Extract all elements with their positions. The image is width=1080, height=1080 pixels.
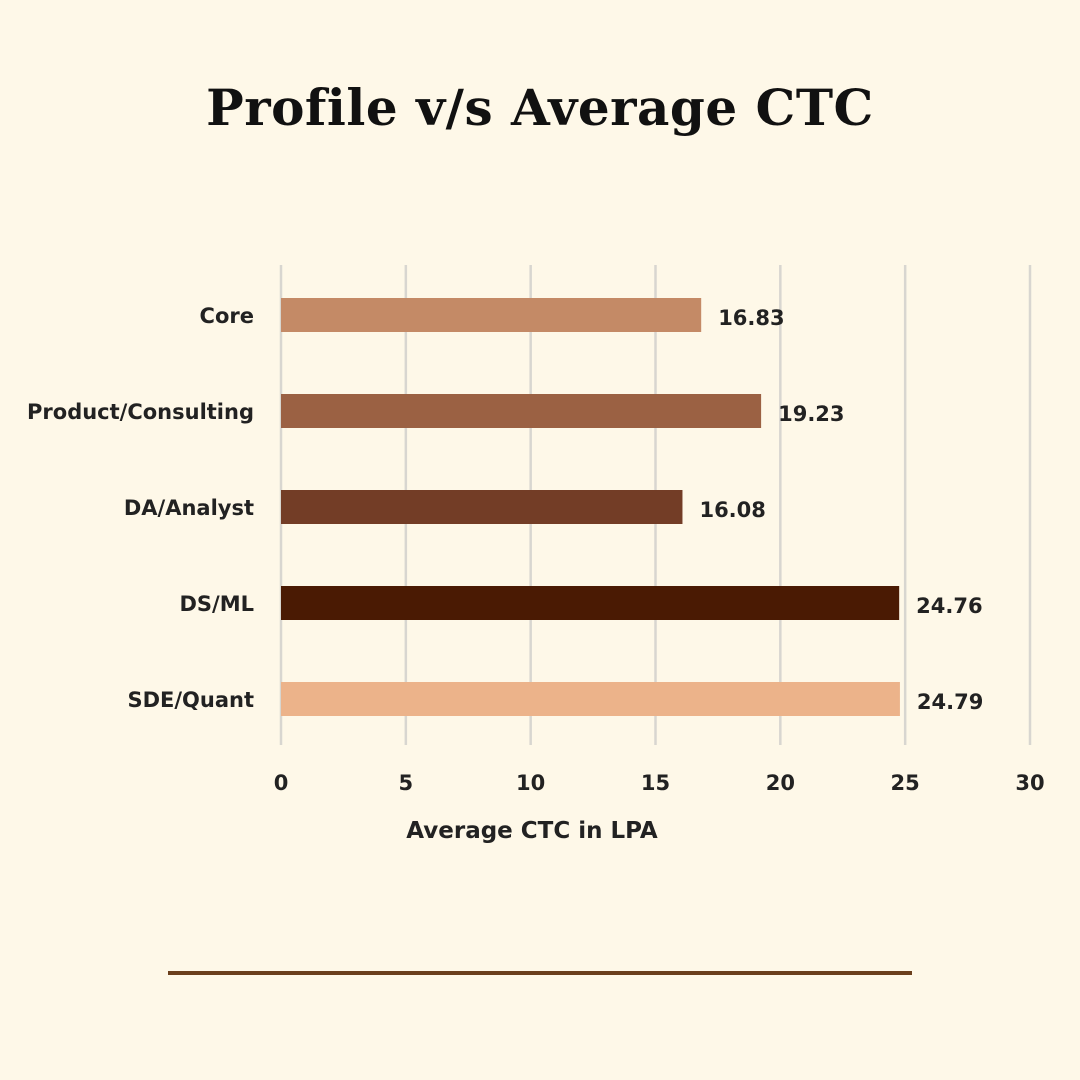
data-label: 24.76 xyxy=(916,594,982,618)
bar xyxy=(281,298,702,332)
bars xyxy=(281,298,900,716)
category-label: DA/Analyst xyxy=(124,496,254,520)
category-label: Core xyxy=(200,304,254,328)
bar xyxy=(281,586,900,620)
x-tick-label: 25 xyxy=(891,771,920,795)
category-label: Product/Consulting xyxy=(27,400,254,424)
x-tick-label: 20 xyxy=(766,771,795,795)
bottom-divider xyxy=(168,971,912,975)
bar-chart: 0 5 10 15 20 25 30 Core 16.83 Product/Consulting 1… xyxy=(27,265,1045,844)
chart-title: Profile v/s Average CTC xyxy=(206,78,874,137)
data-label: 16.08 xyxy=(699,498,765,522)
bar xyxy=(281,490,683,524)
x-tick-label: 0 xyxy=(274,771,289,795)
data-label: 24.79 xyxy=(917,690,983,714)
x-tick-label: 15 xyxy=(641,771,670,795)
x-tick-label: 30 xyxy=(1015,771,1044,795)
bar xyxy=(281,682,900,716)
x-tick-label: 5 xyxy=(399,771,414,795)
x-tick-label: 10 xyxy=(516,771,545,795)
bar xyxy=(281,394,762,428)
category-label: DS/ML xyxy=(179,592,254,616)
data-label: 19.23 xyxy=(778,402,844,426)
data-label: 16.83 xyxy=(718,306,784,330)
category-label: SDE/Quant xyxy=(127,688,254,712)
labels: 0 5 10 15 20 25 30 Core 16.83 Product/Consulting 1… xyxy=(27,304,1045,795)
x-axis-title: Average CTC in LPA xyxy=(406,818,658,844)
